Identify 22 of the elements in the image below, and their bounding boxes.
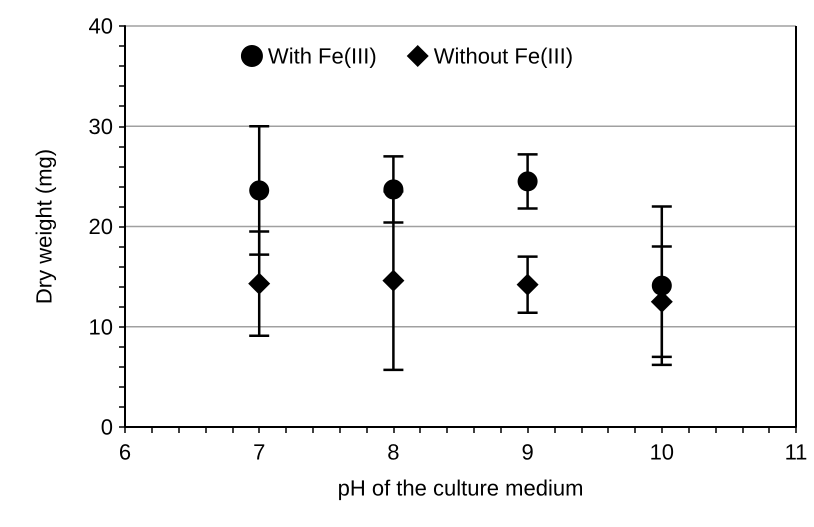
x-tick-label: 11 [784,440,808,464]
x-axis-title: pH of the culture medium [338,476,584,500]
x-tick-label: 9 [521,440,534,464]
y-tick-label: 10 [88,314,113,340]
point [382,270,404,292]
point [249,180,270,200]
legend-label: Without Fe(III) [434,44,574,68]
x-tick-label: 8 [387,440,400,464]
x-tick-label: 7 [253,440,266,464]
y-tick-label: 20 [88,214,113,239]
point [652,276,672,296]
point [518,171,538,192]
point [248,272,270,295]
x-tick-label: 6 [118,440,132,464]
point [516,274,539,296]
point [383,179,404,200]
y-tick-label: 30 [88,114,113,139]
y-tick-label: 0 [100,414,113,440]
y-tick-label: 40 [88,14,113,38]
legend-label: With Fe(III) [268,44,377,68]
x-tick-label: 10 [650,440,674,464]
y-axis-title: Dry weight (mg) [32,148,56,304]
